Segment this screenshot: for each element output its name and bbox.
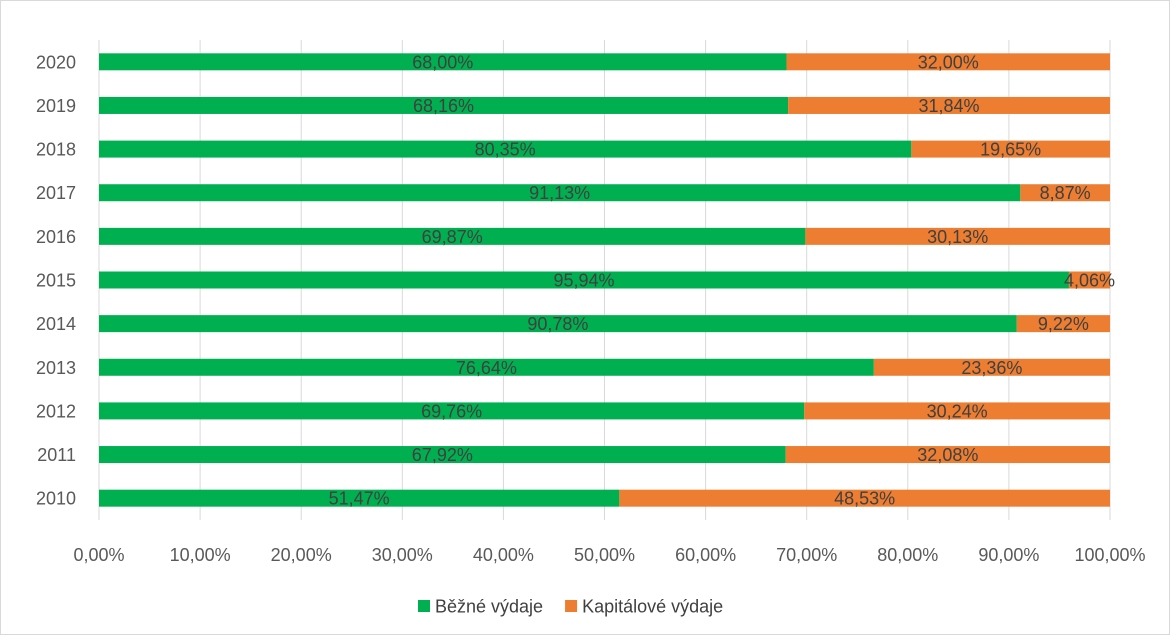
y-tick-label: 2011 — [37, 445, 76, 465]
data-label: 19,65% — [980, 140, 1041, 160]
data-label: 30,13% — [927, 227, 988, 247]
bar-segment — [99, 489, 620, 507]
data-label: 51,47% — [329, 489, 390, 509]
legend-swatch — [565, 600, 578, 612]
x-tick-label: 70,00% — [776, 545, 837, 565]
data-label: 67,92% — [412, 445, 473, 465]
y-axis-tick-labels: 2020 2019 2018 2017 2016 2015 2014 2013 2012 2011… — [36, 52, 76, 508]
data-label: 68,00% — [412, 52, 473, 72]
data-label: 69,87% — [422, 227, 483, 247]
data-label: 8,87% — [1040, 183, 1091, 203]
bar-segment — [99, 358, 874, 376]
data-label: 69,76% — [421, 401, 482, 421]
legend: Běžné výdaje Kapitálové výdaje — [418, 597, 723, 617]
bar-segment — [873, 358, 1110, 376]
legend-swatch — [418, 600, 430, 612]
x-tick-label: 90,00% — [978, 545, 1039, 565]
data-label: 91,13% — [529, 183, 590, 203]
x-axis-tick-labels: 0,00% 10,00% 20,00% 30,00% 40,00% 50,00% 60,00… — [73, 545, 1145, 565]
x-tick-label: 100,00% — [1074, 545, 1145, 565]
y-tick-label: 2018 — [36, 140, 76, 160]
data-label: 23,36% — [961, 358, 1022, 378]
data-label: 30,24% — [927, 401, 988, 421]
data-label: 31,84% — [919, 96, 980, 116]
bar-segment — [99, 53, 787, 71]
bar-segment — [804, 402, 1110, 420]
bar-segment — [788, 96, 1110, 114]
y-tick-label: 2010 — [36, 489, 76, 509]
bar-segment — [1068, 271, 1110, 289]
x-tick-label: 10,00% — [170, 545, 231, 565]
y-tick-label: 2017 — [36, 183, 76, 203]
bars — [99, 53, 1110, 507]
x-tick-label: 0,00% — [73, 545, 124, 565]
legend-label: Kapitálové výdaje — [582, 597, 723, 617]
x-tick-label: 60,00% — [675, 545, 736, 565]
bar-segment — [805, 227, 1110, 245]
data-label: 90,78% — [527, 314, 588, 334]
bar-segment — [786, 53, 1110, 71]
x-tick-label: 40,00% — [473, 545, 534, 565]
data-label: 32,00% — [918, 52, 979, 72]
x-tick-label: 30,00% — [372, 545, 433, 565]
bar-segment — [911, 140, 1110, 158]
data-label: 95,94% — [553, 271, 614, 291]
bar-segment — [785, 446, 1110, 464]
bar-segment — [99, 446, 786, 464]
bar-segment — [619, 489, 1110, 507]
y-tick-label: 2020 — [36, 52, 76, 72]
y-tick-label: 2015 — [36, 271, 76, 291]
data-label: 68,16% — [413, 96, 474, 116]
y-tick-label: 2016 — [36, 227, 76, 247]
legend-label: Běžné výdaje — [435, 597, 543, 617]
bar-segment — [1020, 184, 1110, 202]
y-tick-label: 2012 — [36, 401, 76, 421]
y-tick-label: 2014 — [36, 314, 76, 334]
data-label: 4,06% — [1064, 271, 1115, 291]
data-labels: 68,00% 32,00% 68,16% 31,84% 80,35% 19,65% 91,1… — [329, 52, 1115, 508]
data-label: 80,35% — [475, 140, 536, 160]
x-tick-label: 20,00% — [271, 545, 332, 565]
y-tick-label: 2019 — [36, 96, 76, 116]
bar-segment — [99, 227, 806, 245]
bar-segment — [99, 271, 1069, 289]
x-tick-label: 50,00% — [574, 545, 635, 565]
data-label: 32,08% — [917, 445, 978, 465]
x-tick-label: 80,00% — [877, 545, 938, 565]
bar-segment — [99, 184, 1021, 202]
bar-segment — [99, 315, 1017, 333]
bar-segment — [99, 402, 805, 420]
data-label: 76,64% — [456, 358, 517, 378]
bar-segment — [99, 140, 912, 158]
y-tick-label: 2013 — [36, 358, 76, 378]
data-label: 48,53% — [834, 489, 895, 509]
bar-segment — [1016, 315, 1110, 333]
data-label: 9,22% — [1038, 314, 1089, 334]
bar-segment — [99, 96, 789, 114]
